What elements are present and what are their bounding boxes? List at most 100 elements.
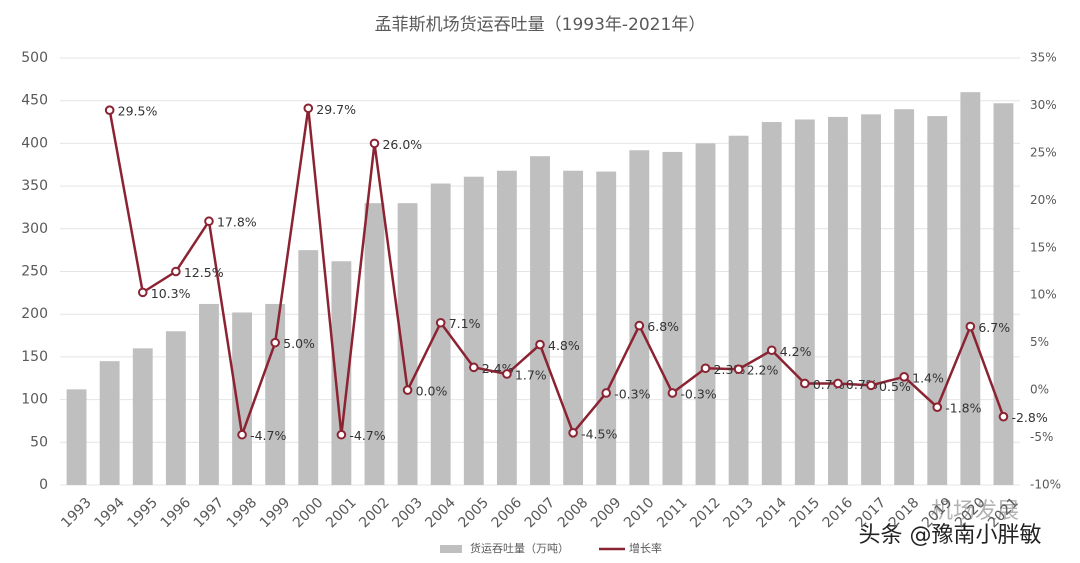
x-tick-label: 1998	[224, 495, 261, 532]
bar	[629, 150, 650, 485]
value-label: 0.0%	[416, 384, 448, 399]
point	[237, 429, 247, 440]
value-label: 29.7%	[316, 102, 356, 117]
x-tick-label: 2006	[489, 495, 526, 532]
point	[568, 428, 578, 438]
point	[270, 337, 280, 348]
bar	[960, 92, 981, 485]
bar	[99, 361, 120, 485]
y2-tick-label: 30%	[1030, 98, 1057, 112]
x-tick-label: 2007	[522, 495, 559, 532]
x-tick-label: 2013	[720, 495, 757, 532]
point	[468, 362, 479, 373]
value-label: -0.3%	[680, 386, 716, 401]
value-label: -1.8%	[945, 401, 981, 416]
point	[667, 388, 678, 398]
y-tick-label: 300	[21, 221, 48, 237]
bar	[828, 116, 848, 486]
value-label: 12.5%	[184, 265, 224, 280]
x-tick-label: 2000	[290, 495, 327, 532]
y2-tick-label: -10%	[1030, 478, 1061, 492]
y2-tick-label: 0%	[1030, 383, 1049, 397]
point	[104, 105, 115, 115]
bar	[397, 203, 418, 485]
value-label: 1.7%	[515, 367, 547, 382]
value-label: 29.5%	[118, 104, 158, 119]
x-tick-label: 2014	[753, 495, 790, 532]
bar	[530, 156, 550, 485]
bar	[563, 170, 584, 485]
y-tick-label: 400	[21, 135, 48, 151]
legend-swatch	[440, 545, 462, 553]
bar	[364, 203, 385, 485]
point	[435, 317, 446, 328]
x-tick-label: 1994	[91, 495, 128, 532]
chart-title: 孟菲斯机场货运吞吐量（1993年-2021年）	[375, 15, 706, 35]
value-label: 10.3%	[151, 286, 191, 301]
y2-tick-label: 25%	[1030, 145, 1057, 159]
value-label: -4.5%	[581, 426, 617, 441]
legend-label: 货运吞吐量（万吨）	[470, 541, 569, 555]
y2-tick-label: 10%	[1030, 288, 1057, 302]
point	[535, 339, 545, 350]
watermark-source: 机场发展	[931, 499, 1019, 524]
value-label: 5.0%	[283, 336, 315, 351]
point	[171, 266, 181, 277]
bar	[132, 348, 153, 485]
value-label: 6.7%	[978, 320, 1010, 335]
bar	[861, 114, 881, 485]
y-tick-label: 450	[21, 93, 48, 109]
value-label: 1.4%	[912, 370, 944, 385]
bar	[165, 331, 186, 485]
point	[137, 287, 148, 298]
x-tick-label: 2005	[456, 495, 493, 532]
bar	[232, 312, 252, 485]
x-tick-label: 2003	[389, 495, 426, 532]
bar	[761, 122, 782, 486]
bar	[199, 303, 219, 485]
y2-tick-label: 20%	[1030, 193, 1057, 207]
x-tick-label: 2012	[687, 495, 724, 532]
value-label: -2.8%	[1011, 410, 1047, 425]
point	[766, 345, 777, 356]
x-tick-label: 2010	[621, 495, 658, 532]
value-label: -0.3%	[614, 386, 650, 401]
x-tick-label: 2015	[787, 495, 824, 532]
y-tick-label: 100	[21, 392, 48, 408]
bar	[331, 261, 352, 485]
point	[204, 216, 214, 227]
bar	[66, 389, 87, 485]
x-tick-label: 2016	[820, 495, 857, 532]
point	[634, 320, 645, 331]
bar	[596, 171, 617, 485]
point	[303, 103, 314, 114]
point	[700, 363, 711, 374]
y-tick-label: 500	[21, 50, 48, 66]
bar	[993, 103, 1014, 486]
x-tick-label: 1999	[257, 495, 294, 532]
bar	[265, 303, 286, 485]
value-label: 26.0%	[382, 137, 422, 152]
point	[369, 138, 380, 149]
bar	[496, 170, 517, 485]
x-tick-label: 1995	[125, 495, 162, 532]
y2-tick-label: 5%	[1030, 335, 1049, 349]
y2-tick-label: 35%	[1030, 51, 1057, 65]
y-tick-label: 150	[21, 349, 48, 365]
y-tick-label: 250	[21, 264, 48, 280]
x-tick-label: 2011	[654, 495, 691, 532]
x-tick-label: 2004	[422, 495, 459, 532]
point	[932, 402, 943, 412]
point	[866, 380, 876, 391]
line	[108, 108, 1005, 436]
legend-label: 增长率	[629, 541, 662, 555]
point	[336, 429, 347, 440]
y2-tick-label: 15%	[1030, 240, 1057, 254]
bar	[927, 116, 948, 486]
x-tick-label: 1993	[58, 495, 95, 532]
y-tick-label: 50	[30, 434, 48, 450]
x-tick-label: 2001	[323, 495, 360, 532]
y-tick-label: 350	[21, 178, 48, 194]
bar	[298, 250, 319, 485]
